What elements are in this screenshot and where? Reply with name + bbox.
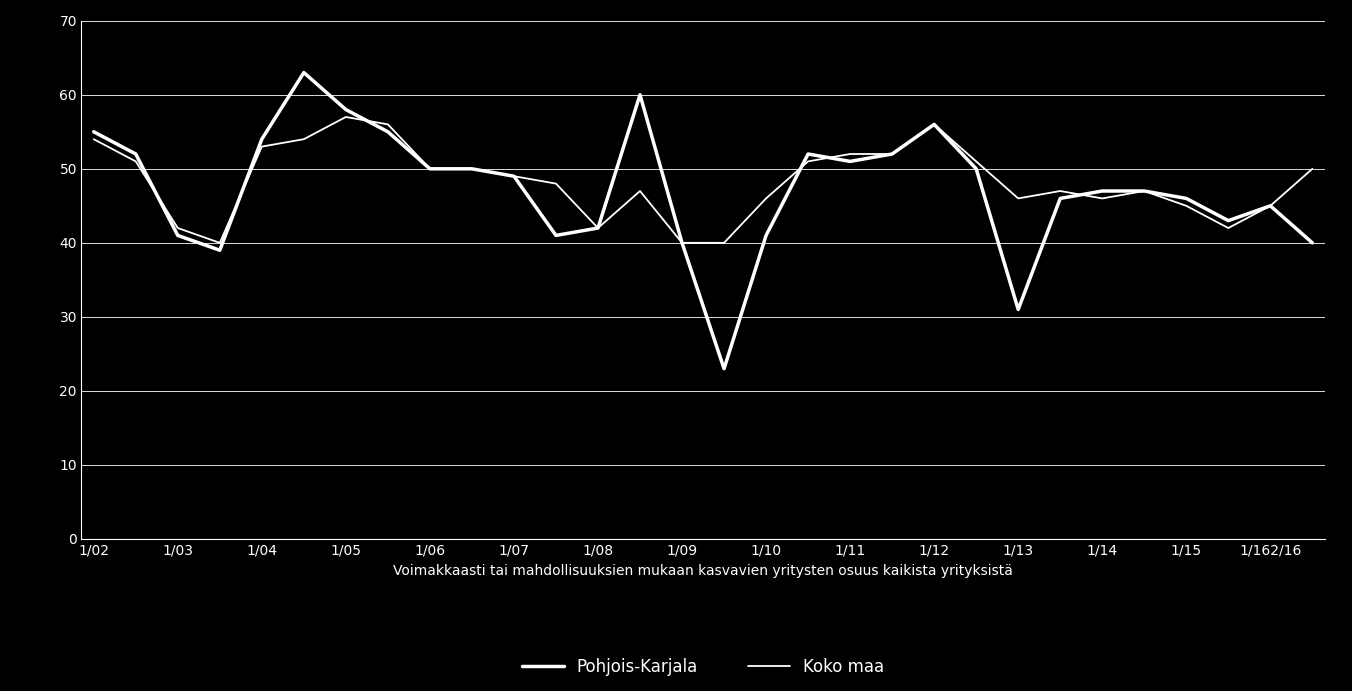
Pohjois-Karjala	[589, 224, 606, 232]
Koko maa	[717, 238, 733, 247]
Pohjois-Karjala	[673, 238, 690, 247]
Koko maa	[1178, 202, 1194, 210]
Koko maa	[422, 164, 438, 173]
Pohjois-Karjala	[1221, 216, 1237, 225]
Koko maa	[1263, 202, 1279, 210]
Koko maa	[968, 158, 984, 166]
Pohjois-Karjala	[842, 158, 859, 166]
Koko maa	[1136, 187, 1152, 195]
Pohjois-Karjala	[758, 231, 775, 240]
Pohjois-Karjala	[1136, 187, 1152, 195]
Pohjois-Karjala	[1305, 238, 1321, 247]
Koko maa	[254, 142, 270, 151]
Koko maa	[296, 135, 312, 143]
Pohjois-Karjala	[169, 231, 185, 240]
Line: Pohjois-Karjala: Pohjois-Karjala	[93, 73, 1313, 369]
Koko maa	[380, 120, 396, 129]
Pohjois-Karjala	[380, 128, 396, 136]
Pohjois-Karjala	[717, 365, 733, 373]
Pohjois-Karjala	[506, 172, 522, 180]
Koko maa	[884, 150, 900, 158]
Koko maa	[85, 135, 101, 143]
Koko maa	[842, 150, 859, 158]
Koko maa	[338, 113, 354, 121]
Pohjois-Karjala	[800, 150, 817, 158]
Koko maa	[1221, 224, 1237, 232]
Koko maa	[464, 164, 480, 173]
Pohjois-Karjala	[85, 128, 101, 136]
Koko maa	[758, 194, 775, 202]
Line: Koko maa: Koko maa	[93, 117, 1313, 243]
Koko maa	[1094, 194, 1110, 202]
Pohjois-Karjala	[926, 120, 942, 129]
Legend: Pohjois-Karjala, Koko maa: Pohjois-Karjala, Koko maa	[522, 658, 884, 676]
Pohjois-Karjala	[422, 164, 438, 173]
Koko maa	[589, 224, 606, 232]
Koko maa	[127, 158, 143, 166]
Pohjois-Karjala	[1263, 202, 1279, 210]
Pohjois-Karjala	[631, 91, 648, 99]
Koko maa	[1305, 164, 1321, 173]
Pohjois-Karjala	[296, 68, 312, 77]
Koko maa	[169, 224, 185, 232]
Koko maa	[926, 120, 942, 129]
Koko maa	[548, 180, 564, 188]
Koko maa	[506, 172, 522, 180]
Pohjois-Karjala	[1178, 194, 1194, 202]
Pohjois-Karjala	[884, 150, 900, 158]
Pohjois-Karjala	[338, 106, 354, 114]
Pohjois-Karjala	[254, 135, 270, 143]
Koko maa	[800, 158, 817, 166]
X-axis label: Voimakkaasti tai mahdollisuuksien mukaan kasvavien yritysten osuus kaikista yrit: Voimakkaasti tai mahdollisuuksien mukaan…	[393, 564, 1013, 578]
Pohjois-Karjala	[1052, 194, 1068, 202]
Pohjois-Karjala	[1010, 305, 1026, 314]
Koko maa	[631, 187, 648, 195]
Koko maa	[1052, 187, 1068, 195]
Koko maa	[1010, 194, 1026, 202]
Pohjois-Karjala	[127, 150, 143, 158]
Pohjois-Karjala	[1094, 187, 1110, 195]
Pohjois-Karjala	[212, 246, 228, 254]
Koko maa	[673, 238, 690, 247]
Pohjois-Karjala	[464, 164, 480, 173]
Pohjois-Karjala	[548, 231, 564, 240]
Pohjois-Karjala	[968, 164, 984, 173]
Koko maa	[212, 238, 228, 247]
